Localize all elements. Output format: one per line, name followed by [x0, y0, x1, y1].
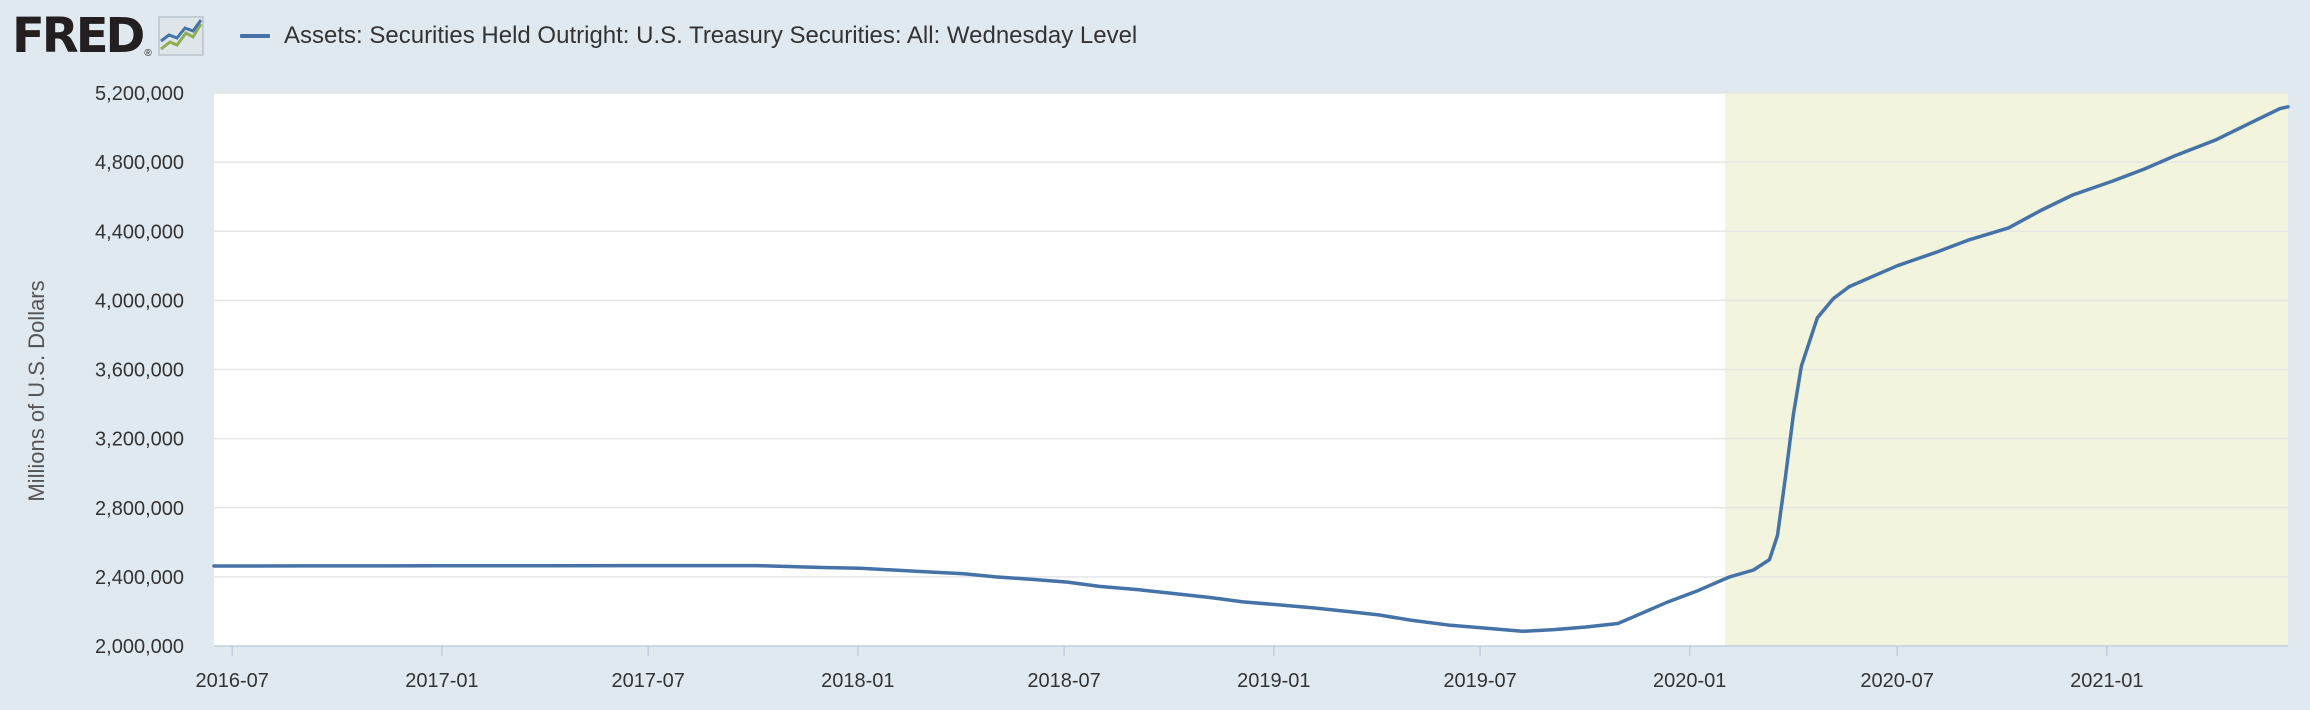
line-chart-icon: [158, 16, 204, 56]
registered-mark: ®: [144, 48, 152, 59]
y-tick-label-4: 3,600,000: [95, 360, 184, 382]
y-tick-label-0: 2,000,000: [95, 636, 184, 658]
gridlines: [214, 92, 2288, 578]
x-tick-label-2: 2017-07: [611, 670, 684, 692]
y-axis-title: Millions of U.S. Dollars: [24, 280, 49, 501]
y-tick-label-5: 4,000,000: [95, 290, 184, 312]
legend-series-label: Assets: Securities Held Outright: U.S. T…: [284, 22, 1138, 49]
chart-header: FRED ® Assets: Securities Held Outright:…: [0, 0, 2310, 72]
y-axis: 2,000,000 2,400,000 2,800,000 3,200,000 3,60…: [95, 83, 184, 658]
y-tick-label-6: 4,400,000: [95, 221, 184, 243]
x-tick-label-8: 2020-07: [1860, 670, 1933, 692]
x-tick-label-0: 2016-07: [196, 670, 269, 692]
x-tick-label-1: 2017-01: [405, 670, 478, 692]
x-tick-label-9: 2021-01: [2070, 670, 2143, 692]
y-tick-label-3: 3,200,000: [95, 429, 184, 451]
x-tick-label-7: 2020-01: [1653, 670, 1726, 692]
series-layer: [212, 105, 2290, 634]
y-tick-label-8: 5,200,000: [95, 83, 184, 105]
x-tick-label-6: 2019-07: [1443, 670, 1516, 692]
x-tick-label-5: 2019-01: [1237, 670, 1310, 692]
x-tick-label-3: 2018-01: [821, 670, 894, 692]
legend-series-swatch: [240, 34, 270, 38]
chart-legend: Assets: Securities Held Outright: U.S. T…: [240, 18, 1137, 54]
x-tick-label-4: 2018-07: [1027, 670, 1100, 692]
series-line-0: [212, 105, 2290, 634]
y-tick-label-2: 2,800,000: [95, 498, 184, 520]
fred-logo-text: FRED: [12, 8, 145, 64]
x-axis: 2016-07 2017-01 2017-07 2018-01 2018-07 2019-…: [196, 645, 2288, 692]
y-tick-label-7: 4,800,000: [95, 152, 184, 174]
y-tick-label-1: 2,400,000: [95, 567, 184, 589]
fred-logo[interactable]: FRED ®: [12, 12, 204, 60]
